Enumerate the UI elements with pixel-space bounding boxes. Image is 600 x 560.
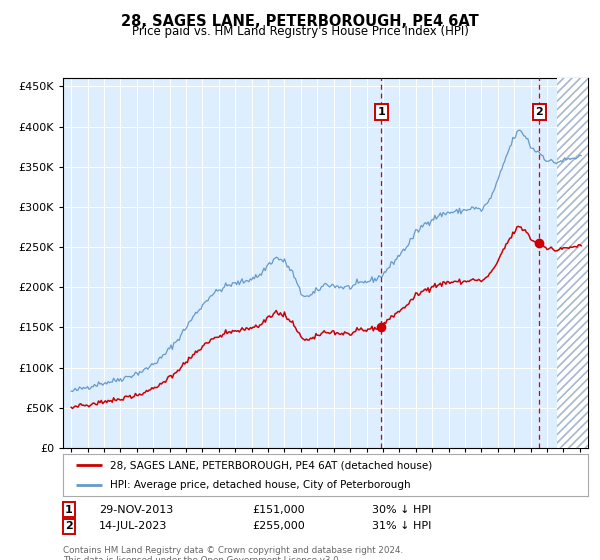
Text: Price paid vs. HM Land Registry's House Price Index (HPI): Price paid vs. HM Land Registry's House … (131, 25, 469, 38)
Bar (557, 78, 588, 448)
Text: 28, SAGES LANE, PETERBOROUGH, PE4 6AT: 28, SAGES LANE, PETERBOROUGH, PE4 6AT (121, 14, 479, 29)
Text: 2: 2 (65, 521, 73, 531)
Text: £255,000: £255,000 (252, 521, 305, 531)
Text: 28, SAGES LANE, PETERBOROUGH, PE4 6AT (detached house): 28, SAGES LANE, PETERBOROUGH, PE4 6AT (d… (110, 460, 433, 470)
Text: 30% ↓ HPI: 30% ↓ HPI (372, 505, 431, 515)
Text: 1: 1 (65, 505, 73, 515)
Bar (557, 78, 588, 448)
Bar (557, 78, 588, 448)
Text: Contains HM Land Registry data © Crown copyright and database right 2024.
This d: Contains HM Land Registry data © Crown c… (63, 546, 403, 560)
Text: 29-NOV-2013: 29-NOV-2013 (99, 505, 173, 515)
Text: £151,000: £151,000 (252, 505, 305, 515)
Text: 31% ↓ HPI: 31% ↓ HPI (372, 521, 431, 531)
Text: 1: 1 (377, 107, 385, 117)
Text: HPI: Average price, detached house, City of Peterborough: HPI: Average price, detached house, City… (110, 480, 411, 489)
Text: 14-JUL-2023: 14-JUL-2023 (99, 521, 167, 531)
Text: 2: 2 (536, 107, 544, 117)
